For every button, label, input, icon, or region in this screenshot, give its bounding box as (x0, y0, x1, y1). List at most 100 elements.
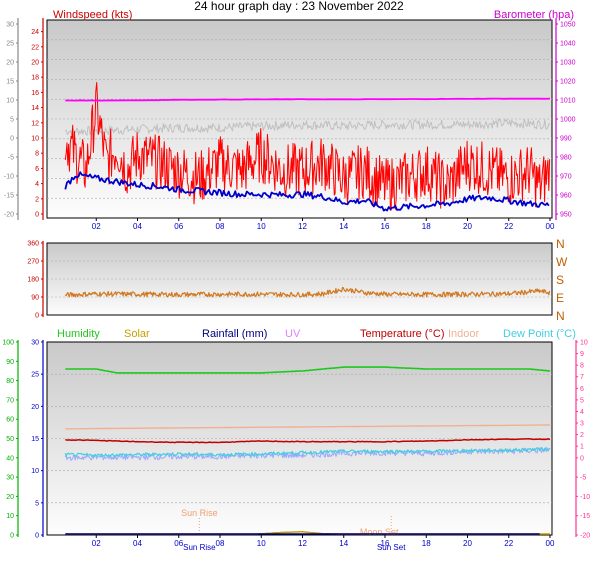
dew-point-line (64, 446, 551, 458)
uv-tick-label: 8 (580, 363, 584, 370)
graph-title: 24 hour graph day : 23 November 2022 (194, 0, 404, 13)
wind-direction-line (64, 286, 551, 298)
legend-item: Rainfall (mm) (202, 328, 267, 340)
barometer-tick-label: 970 (560, 174, 572, 181)
humidity-tick-label: 40 (6, 455, 14, 462)
barometer-tick-label: 980 (560, 155, 572, 162)
wind-x-tick-label: 18 (422, 222, 431, 231)
temp-tick-label: 20 (31, 404, 39, 411)
gust-ghost-line (65, 118, 551, 136)
wind-tick-label: 22 (31, 44, 39, 51)
temp-x-tick-label: 18 (422, 539, 431, 548)
humidity-tick-label: 60 (6, 417, 14, 424)
humidity-tick-label: 100 (2, 340, 14, 347)
legend-item: Indoor (448, 328, 480, 340)
legend-item: Solar (124, 328, 150, 340)
humidity-tick-label: 0 (10, 533, 14, 540)
temp-side-tick-label: -5 (8, 155, 14, 162)
barometer-tick-label: 1030 (560, 60, 576, 67)
legend-item: Dew Point (°C) (503, 328, 576, 340)
wind-tick-label: 8 (35, 151, 39, 158)
temp-side-tick-label: -20 (4, 212, 14, 219)
uv-tick-label: 9 (580, 351, 584, 358)
humidity-tick-label: 90 (6, 359, 14, 366)
barometer-tick-label: 1040 (560, 41, 576, 48)
barometer-tick-label: 950 (560, 212, 572, 219)
temp-x-tick-label: 02 (92, 539, 101, 548)
wind-x-tick-label: 00 (546, 222, 555, 231)
humidity-tick-label: 70 (6, 397, 14, 404)
temp-side-tick-label: 10 (6, 98, 14, 105)
wind-tick-label: 6 (35, 166, 39, 173)
temp-side-tick-label: 30 (6, 22, 14, 29)
direction-tick-label: 90 (31, 295, 39, 302)
humidity-tick-label: 20 (6, 494, 14, 501)
temp-x-tick-label: 12 (298, 539, 307, 548)
uv-tick-label: -20 (580, 533, 590, 540)
wind-x-tick-label: 04 (133, 222, 142, 231)
sun-rise-axis-label: Sun Rise (183, 543, 216, 552)
wind-x-tick-label: 08 (216, 222, 225, 231)
wind-tick-label: 10 (31, 136, 39, 143)
temp-x-tick-label: 00 (546, 539, 555, 548)
uv-tick-label: 6 (580, 386, 584, 393)
legend-item: Humidity (57, 328, 100, 340)
wind-x-tick-label: 10 (257, 222, 266, 231)
compass-label: N (556, 237, 565, 251)
barometer-tick-label: 1010 (560, 98, 576, 105)
wind-tick-label: 20 (31, 60, 39, 67)
uv-tick-label: -15 (580, 513, 590, 520)
barometer-tick-label: 990 (560, 136, 572, 143)
moon-set-label: Moon Set (360, 527, 399, 537)
direction-tick-label: 360 (27, 241, 39, 248)
wind-average-line (64, 171, 550, 212)
wind-x-tick-label: 02 (92, 222, 101, 231)
sun-set-axis-label: Sun Set (377, 543, 406, 552)
uv-tick-label: 3 (580, 421, 584, 428)
wind-x-tick-label: 20 (463, 222, 472, 231)
temp-side-tick-label: 20 (6, 60, 14, 67)
compass-label: S (556, 273, 564, 287)
direction-tick-label: 270 (27, 259, 39, 266)
temp-tick-label: 15 (31, 436, 39, 443)
uv-tick-label: 5 (580, 397, 584, 404)
barometer-tick-label: 1000 (560, 117, 576, 124)
uv-tick-label: 2 (580, 432, 584, 439)
direction-tick-label: 0 (35, 313, 39, 320)
windspeed-line (64, 82, 551, 211)
temp-side-tick-label: -15 (4, 193, 14, 200)
humidity-tick-label: 80 (6, 378, 14, 385)
temp-x-tick-label: 04 (133, 539, 142, 548)
wind-x-tick-label: 22 (504, 222, 513, 231)
direction-tick-label: 180 (27, 277, 39, 284)
temp-tick-label: 10 (31, 468, 39, 475)
wind-tick-label: 18 (31, 75, 39, 82)
temp-tick-label: 25 (31, 372, 39, 379)
barometer-line (65, 97, 551, 102)
temp-side-tick-label: 25 (6, 41, 14, 48)
uv-tick-label: -10 (580, 494, 590, 501)
temp-x-tick-label: 08 (216, 539, 225, 548)
temp-side-tick-label: -10 (4, 174, 14, 181)
uv-tick-label: 0 (580, 455, 584, 462)
barometer-label: Barometer (hpa) (494, 9, 574, 21)
barometer-tick-label: 1050 (560, 22, 576, 29)
humidity-line (65, 366, 551, 374)
uv-tick-label: 10 (580, 340, 588, 347)
temp-tick-label: 5 (35, 500, 39, 507)
indoor-line (65, 424, 550, 430)
barometer-tick-label: 960 (560, 193, 572, 200)
temp-x-tick-label: 06 (174, 539, 183, 548)
compass-label: N (556, 309, 565, 323)
temp-side-tick-label: 5 (10, 117, 14, 124)
uv-tick-label: 7 (580, 374, 584, 381)
legend-item: Temperature (°C) (360, 328, 444, 340)
humidity-tick-label: 30 (6, 475, 14, 482)
uv-tick-label: 1 (580, 444, 584, 451)
wind-tick-label: 2 (35, 196, 39, 203)
wind-x-tick-label: 16 (381, 222, 390, 231)
humidity-tick-label: 50 (6, 436, 14, 443)
barometer-tick-label: 1020 (560, 79, 576, 86)
